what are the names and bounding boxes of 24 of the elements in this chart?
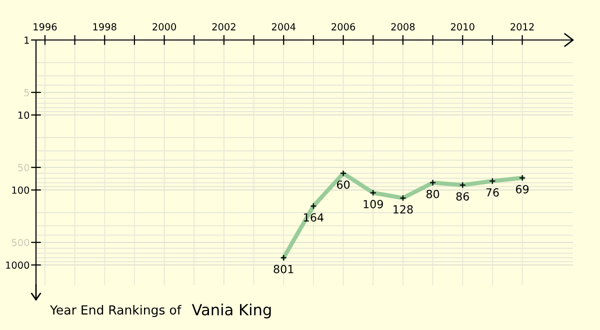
data-label: 76	[486, 188, 499, 197]
data-label: 86	[456, 192, 469, 201]
text: Vania King	[192, 304, 271, 318]
data-label: 80	[426, 190, 440, 198]
x-tick-label: 2002	[212, 23, 236, 30]
data-label: 109	[364, 200, 383, 208]
data-label: 164	[304, 213, 324, 222]
x-tick-label: 2004	[272, 23, 296, 30]
data-label: 69	[516, 185, 529, 194]
x-tick-label: 2008	[391, 23, 415, 30]
y-tick-label: 1	[24, 36, 29, 44]
data-label: 128	[394, 205, 413, 214]
data-label: 60	[336, 180, 350, 189]
text: Year End Rankings of	[50, 304, 182, 318]
y-tick-label: 100	[12, 186, 30, 194]
x-tick-label: 2010	[450, 23, 474, 30]
y-tick-label: 1000	[6, 261, 30, 269]
x-tick-label: 2000	[152, 23, 176, 30]
x-tick-label: 1998	[93, 23, 116, 30]
x-tick-label: 1996	[34, 23, 57, 30]
x-tick-label: 2012	[510, 23, 534, 30]
x-tick-label: 2006	[332, 23, 356, 30]
y-tick-label: 10	[18, 111, 30, 119]
data-label: 801	[274, 264, 294, 274]
